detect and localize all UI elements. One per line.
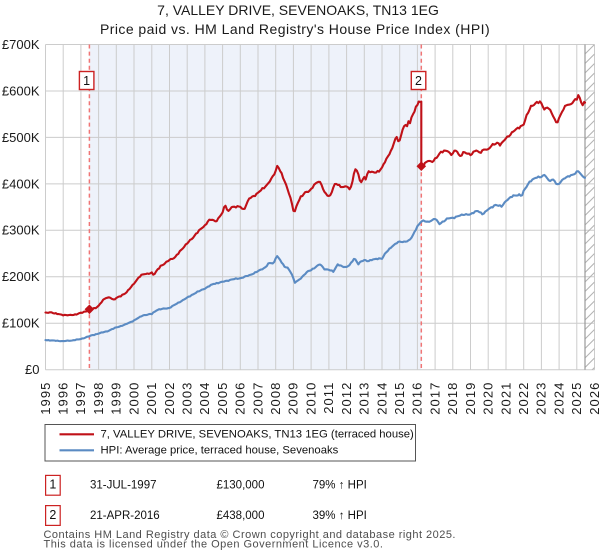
- svg-text:2010: 2010: [303, 382, 318, 415]
- svg-text:2022: 2022: [516, 382, 531, 415]
- svg-text:79% ↑ HPI: 79% ↑ HPI: [313, 480, 367, 492]
- svg-text:2006: 2006: [233, 382, 248, 415]
- svg-text:1: 1: [49, 478, 56, 492]
- svg-text:2018: 2018: [445, 382, 460, 415]
- svg-text:£0: £0: [25, 362, 39, 377]
- svg-text:1999: 1999: [109, 382, 124, 415]
- svg-text:2021: 2021: [498, 382, 513, 415]
- svg-text:Price paid vs. HM Land Registr: Price paid vs. HM Land Registry's House …: [100, 21, 490, 37]
- svg-text:2005: 2005: [215, 382, 230, 415]
- svg-text:£400K: £400K: [2, 176, 40, 191]
- svg-text:2013: 2013: [357, 382, 372, 415]
- svg-text:31-JUL-1997: 31-JUL-1997: [90, 480, 156, 492]
- svg-text:7, VALLEY DRIVE, SEVENOAKS, TN: 7, VALLEY DRIVE, SEVENOAKS, TN13 1EG (te…: [101, 429, 415, 441]
- svg-text:£130,000: £130,000: [217, 480, 265, 492]
- svg-text:2001: 2001: [144, 382, 159, 415]
- svg-text:1998: 1998: [91, 382, 106, 415]
- svg-text:2008: 2008: [268, 382, 283, 415]
- svg-text:2004: 2004: [197, 382, 212, 415]
- svg-text:7, VALLEY DRIVE, SEVENOAKS, TN: 7, VALLEY DRIVE, SEVENOAKS, TN13 1EG: [157, 2, 439, 18]
- svg-text:£438,000: £438,000: [217, 510, 265, 522]
- svg-text:2002: 2002: [162, 382, 177, 415]
- svg-text:39% ↑ HPI: 39% ↑ HPI: [313, 510, 367, 522]
- svg-text:Contains HM Land Registry data: Contains HM Land Registry data © Crown c…: [44, 529, 456, 541]
- svg-text:2016: 2016: [410, 382, 425, 415]
- svg-text:2011: 2011: [321, 382, 336, 414]
- svg-text:£500K: £500K: [2, 130, 40, 145]
- svg-text:1: 1: [83, 74, 90, 88]
- svg-text:1995: 1995: [38, 382, 53, 415]
- svg-text:£700K: £700K: [2, 37, 40, 52]
- svg-text:2015: 2015: [392, 382, 407, 415]
- svg-text:2023: 2023: [534, 382, 549, 415]
- svg-text:2017: 2017: [427, 382, 442, 415]
- svg-text:2003: 2003: [180, 382, 195, 415]
- svg-text:This data is licensed under th: This data is licensed under the Open Gov…: [44, 538, 384, 550]
- svg-text:2009: 2009: [286, 382, 301, 415]
- svg-text:2: 2: [49, 508, 56, 522]
- svg-text:2014: 2014: [374, 382, 389, 415]
- svg-text:HPI: Average price, terraced h: HPI: Average price, terraced house, Seve…: [101, 445, 339, 457]
- svg-text:2: 2: [415, 74, 422, 88]
- svg-text:£200K: £200K: [2, 269, 40, 284]
- svg-text:2000: 2000: [126, 382, 141, 415]
- svg-text:2026: 2026: [587, 382, 600, 415]
- svg-text:2019: 2019: [463, 382, 478, 415]
- svg-text:2025: 2025: [569, 382, 584, 415]
- svg-text:£600K: £600K: [2, 83, 40, 98]
- svg-text:£300K: £300K: [2, 223, 40, 238]
- svg-text:2012: 2012: [339, 382, 354, 415]
- svg-text:1996: 1996: [56, 382, 71, 415]
- svg-text:2024: 2024: [551, 382, 566, 415]
- svg-text:2020: 2020: [481, 382, 496, 415]
- svg-text:2007: 2007: [250, 382, 265, 415]
- svg-text:21-APR-2016: 21-APR-2016: [90, 510, 160, 522]
- svg-text:£100K: £100K: [2, 316, 40, 331]
- svg-text:1997: 1997: [73, 382, 88, 415]
